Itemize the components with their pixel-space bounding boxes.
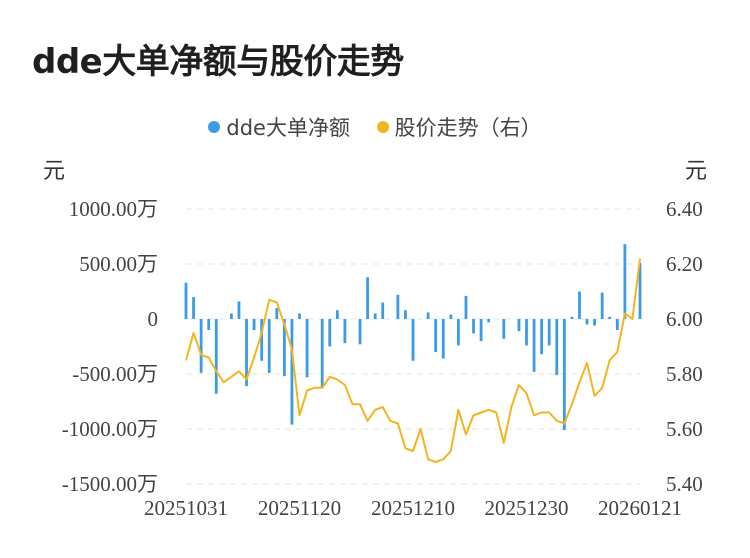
dde-bar <box>479 319 483 341</box>
left-axis-unit: 元 <box>43 159 65 184</box>
left-tick-label: -500.00万 <box>72 362 158 386</box>
right-tick-label: 6.40 <box>666 197 703 221</box>
dde-bar <box>517 319 521 332</box>
dde-bar <box>441 319 445 359</box>
legend-label-price: 股价走势（右） <box>394 116 542 140</box>
right-tick-label: 6.20 <box>666 252 703 276</box>
dde-bar <box>562 319 566 431</box>
left-tick-label: 500.00万 <box>79 252 158 276</box>
dde-bar <box>487 319 491 323</box>
dde-bar <box>547 319 551 346</box>
dde-bar <box>593 319 596 326</box>
left-tick-label: -1000.00万 <box>62 417 158 441</box>
dde-bar <box>373 313 377 319</box>
dde-bar <box>237 301 241 319</box>
dde-bar <box>328 319 332 347</box>
x-tick-label: 20260121 <box>598 496 682 520</box>
left-tick-label: 1000.00万 <box>69 197 158 221</box>
dde-bar <box>578 291 581 319</box>
dde-bar <box>343 319 347 344</box>
left-tick-label: -1500.00万 <box>62 472 158 496</box>
dde-bar <box>426 312 430 319</box>
legend-dot-dde <box>208 121 221 133</box>
dde-bar <box>298 313 301 319</box>
chart-title: dde大单净额与股价走势 <box>32 42 404 82</box>
dde-bar <box>555 319 559 376</box>
dde-bar <box>252 319 256 330</box>
dde-bar <box>525 319 528 346</box>
price-line <box>185 258 641 463</box>
left-tick-label: 0 <box>148 307 159 331</box>
dde-bar <box>449 314 453 319</box>
x-tick-label: 20251031 <box>144 496 228 520</box>
dde-bar <box>320 319 324 389</box>
x-axis-ticks: 20251031 20251120 20251210 20251230 20260121 <box>144 496 682 520</box>
legend-label-dde: dde大单净额 <box>226 116 350 140</box>
dde-bar <box>532 319 536 372</box>
dde-bar <box>638 262 642 319</box>
dde-bar <box>192 297 195 319</box>
dde-bar <box>260 319 264 361</box>
dde-bar <box>230 313 233 319</box>
dde-bar <box>464 295 468 319</box>
legend-item-dde[interactable]: dde大单净额 <box>208 112 350 142</box>
dde-bars <box>184 244 642 431</box>
legend: dde大单净额 股价走势（右） <box>0 112 750 142</box>
legend-item-price[interactable]: 股价走势（右） <box>376 112 542 142</box>
dde-bar <box>623 244 627 319</box>
dde-bar <box>570 316 574 319</box>
left-axis-ticks: 1000.00万 500.00万 0 -500.00万 -1000.00万 -1500.0… <box>62 197 158 496</box>
dde-bar <box>335 310 339 319</box>
dde-bar <box>199 319 203 373</box>
dde-bar <box>207 319 211 330</box>
dde-bar <box>214 319 218 394</box>
x-tick-label: 20251120 <box>258 496 341 520</box>
dde-bar <box>275 308 279 319</box>
dde-bar <box>608 316 612 319</box>
dde-bar <box>585 319 589 325</box>
dde-bar <box>282 319 286 377</box>
dde-bar <box>305 319 309 378</box>
dde-bar <box>472 319 475 334</box>
right-tick-label: 5.80 <box>666 362 703 386</box>
dde-bar <box>358 319 362 345</box>
dde-bar <box>290 319 294 425</box>
right-axis-unit: 元 <box>685 159 707 184</box>
dde-bar <box>381 302 385 319</box>
dde-bar <box>502 319 506 339</box>
dde-bar <box>457 319 460 346</box>
dde-bar <box>366 277 369 319</box>
dde-bar <box>267 319 271 373</box>
dde-bar <box>615 319 619 330</box>
dde-bar <box>245 319 248 387</box>
x-tick-label: 20251210 <box>371 496 455 520</box>
legend-dot-price <box>376 121 389 133</box>
dde-bar <box>184 282 188 319</box>
dde-bar <box>404 310 407 319</box>
dde-bar <box>600 292 604 319</box>
x-tick-label: 20251230 <box>485 496 569 520</box>
right-tick-label: 5.40 <box>666 472 703 496</box>
right-tick-label: 5.60 <box>666 417 703 441</box>
dde-bar <box>434 319 438 352</box>
price-line-group <box>185 258 641 463</box>
dde-bar <box>540 319 544 355</box>
right-tick-label: 6.00 <box>666 307 703 331</box>
dde-bar <box>396 294 400 319</box>
right-axis-ticks: 6.40 6.20 6.00 5.80 5.60 5.40 <box>666 197 703 496</box>
dde-bar <box>411 319 415 361</box>
